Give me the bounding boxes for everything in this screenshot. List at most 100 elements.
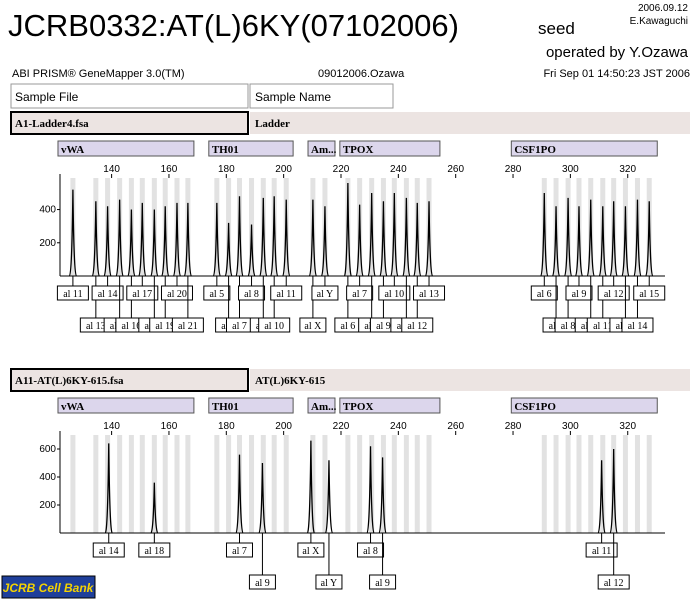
allele-label: al 13: [419, 289, 439, 300]
peak: [402, 197, 411, 277]
peak: [235, 196, 244, 277]
peak: [258, 462, 267, 534]
allele-bin: [139, 435, 145, 533]
allele-label: al 15: [639, 289, 659, 300]
y-tick-label: 200: [39, 238, 56, 249]
allele-bin: [576, 435, 582, 533]
column-header: Sample Name: [255, 90, 331, 104]
x-tick-label: 260: [447, 421, 464, 432]
peak: [259, 197, 268, 277]
marker-label: Am...: [311, 401, 337, 413]
allele-box: [597, 574, 630, 590]
allele-bin: [249, 435, 255, 533]
allele-bin: [162, 435, 168, 533]
marker-bar: [57, 397, 195, 414]
allele-label: al 7: [232, 546, 247, 557]
allele-label: al 8: [244, 289, 259, 300]
allele-bin: [634, 435, 640, 533]
allele-bin: [357, 435, 363, 533]
x-tick-label: 180: [218, 421, 235, 432]
allele-bin: [622, 435, 628, 533]
x-tick-label: 160: [161, 164, 178, 175]
allele-bin: [414, 435, 420, 533]
allele-label: al 20: [167, 289, 187, 300]
allele-box: [92, 542, 125, 558]
peak: [150, 482, 159, 534]
allele-label: al 14: [98, 289, 118, 300]
panels: A1-Ladder4.fsa Ladder vWA TH01 Am... TPOX CSF1…: [10, 111, 690, 590]
peak: [621, 206, 630, 277]
allele-label: al 11: [63, 289, 82, 300]
x-tick-label: 280: [505, 421, 522, 432]
allele-bin: [553, 435, 559, 533]
marker-label: CSF1PO: [514, 144, 556, 156]
allele-label: al 10: [384, 289, 404, 300]
allele-bin: [283, 435, 289, 533]
peak: [366, 446, 375, 534]
column-box: [249, 83, 394, 109]
allele-label: al 18: [144, 546, 164, 557]
allele-label: al Y: [317, 289, 334, 300]
allele-box: [138, 542, 171, 558]
x-tick-label: 300: [562, 164, 579, 175]
peak: [115, 199, 124, 277]
peak: [343, 182, 353, 277]
peak: [324, 460, 334, 534]
allele-label: al 9: [376, 321, 391, 332]
allele-label: al 5: [209, 289, 224, 300]
marker-label: TPOX: [343, 144, 374, 156]
allele-bin: [214, 435, 220, 533]
peak: [282, 199, 291, 277]
allele-box: [311, 285, 339, 301]
peak: [320, 206, 330, 277]
allele-bin: [70, 435, 76, 533]
allele-box: [258, 317, 291, 333]
allele-box: [248, 574, 276, 590]
allele-box: [633, 285, 666, 301]
allele-label: al 6: [537, 289, 552, 300]
marker-label: TPOX: [343, 401, 374, 413]
allele-bin: [426, 435, 432, 533]
peak: [609, 448, 618, 534]
allele-label: al X: [304, 321, 322, 332]
x-tick-label: 220: [333, 164, 350, 175]
y-tick-label: 400: [39, 472, 56, 483]
allele-label: al 14: [628, 321, 648, 332]
x-tick-label: 180: [218, 164, 235, 175]
allele-box: [56, 285, 89, 301]
x-tick-label: 300: [562, 421, 579, 432]
x-tick-label: 260: [447, 164, 464, 175]
marker-bar: [208, 397, 294, 414]
allele-bin: [345, 435, 351, 533]
allele-label: al 9: [572, 289, 587, 300]
x-tick-label: 320: [619, 164, 636, 175]
marker-label: TH01: [212, 401, 239, 413]
allele-box: [91, 285, 124, 301]
allele-bin: [600, 435, 606, 533]
allele-box: [297, 542, 325, 558]
marker-bar: [307, 397, 336, 414]
marker-bar: [307, 140, 336, 157]
marker-bar: [510, 140, 658, 157]
allele-label: al 13: [86, 321, 106, 332]
marker-bar: [510, 397, 658, 414]
sample-row: [250, 112, 690, 134]
peak: [609, 201, 618, 277]
allele-bin: [322, 435, 328, 533]
x-tick-label: 200: [275, 164, 292, 175]
allele-label: al 19: [155, 321, 175, 332]
marker-bar: [57, 140, 195, 157]
x-tick-label: 240: [390, 421, 407, 432]
allele-label: al 11: [277, 289, 296, 300]
logo-box: [1, 575, 96, 599]
peak: [551, 206, 561, 277]
x-tick-label: 200: [275, 421, 292, 432]
peak: [212, 202, 221, 277]
allele-label: al 12: [407, 321, 427, 332]
column-box: [10, 83, 249, 109]
marker-bar: [339, 397, 441, 414]
allele-box: [357, 542, 385, 558]
sample-row: [250, 369, 690, 391]
allele-bin: [93, 435, 99, 533]
allele-box: [225, 542, 253, 558]
